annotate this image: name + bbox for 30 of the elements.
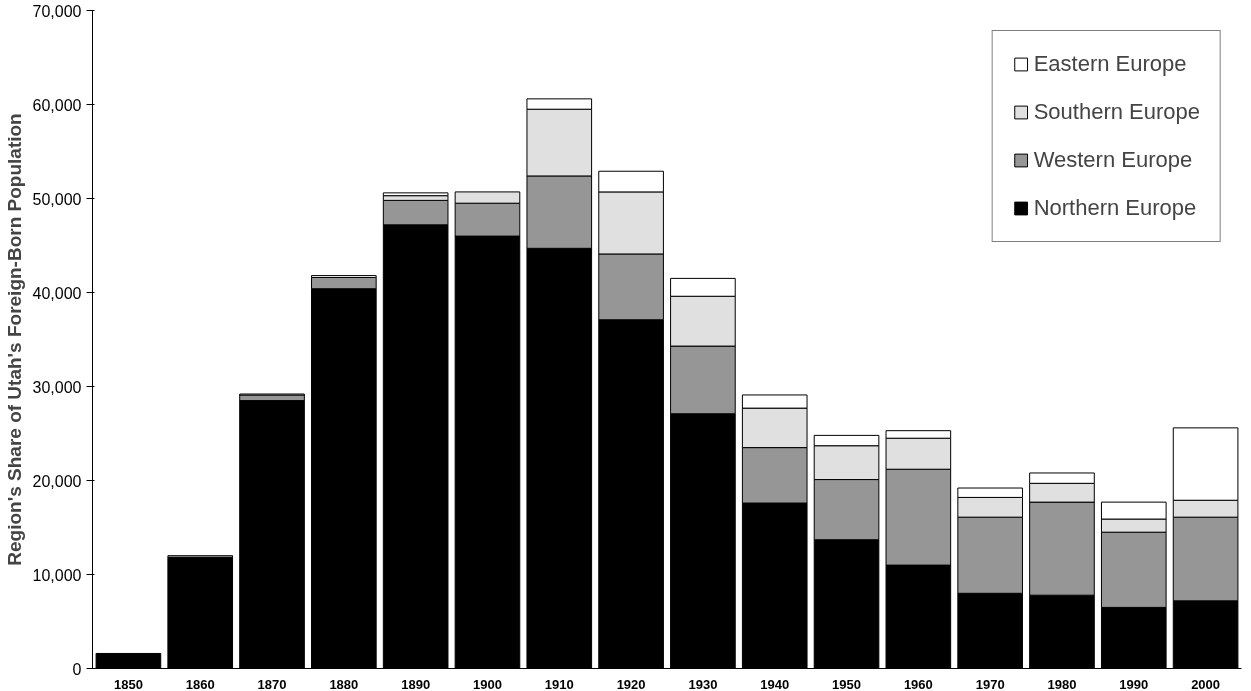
x-tick-label: 1970 [975,676,1005,691]
x-tick-label: 1990 [1119,676,1149,691]
y-tick-label: 50,000 [32,190,82,208]
bar [382,192,449,197]
legend-label: Western Europe [1033,147,1193,173]
legend-label: Northern Europe [1033,195,1197,221]
y-tick-label: 20,000 [32,472,82,490]
x-tick-label: 1930 [688,676,718,691]
y-tick-label: 0 [72,660,82,678]
x-tick-label: 1900 [473,676,502,691]
y-tick-label: 60,000 [32,96,82,114]
y-tick-label: 70,000 [32,2,82,20]
y-tick-label: 30,000 [32,378,82,396]
y-axis-title: Region's Share of Utah's Foreign-Born Population [3,113,25,566]
x-tick-label: 2000 [1191,676,1221,691]
x-tick-label: 1880 [329,676,359,691]
y-tick-label: 40,000 [32,284,82,302]
x-tick-label: 1980 [1047,676,1077,691]
y-tick-label: 10,000 [32,566,82,584]
x-tick-label: 1940 [760,676,790,691]
legend-label: Southern Europe [1033,99,1200,125]
x-tick-label: 1870 [257,676,287,691]
legend-label: Eastern Europe [1033,51,1187,77]
x-tick-label: 1890 [401,676,431,691]
x-tick-label: 1950 [832,676,861,691]
x-tick-label: 1860 [185,676,215,691]
x-tick-label: 1850 [113,676,143,691]
x-tick-label: 1910 [544,676,574,691]
x-tick-label: 1920 [616,676,646,691]
x-tick-label: 1960 [903,676,933,691]
